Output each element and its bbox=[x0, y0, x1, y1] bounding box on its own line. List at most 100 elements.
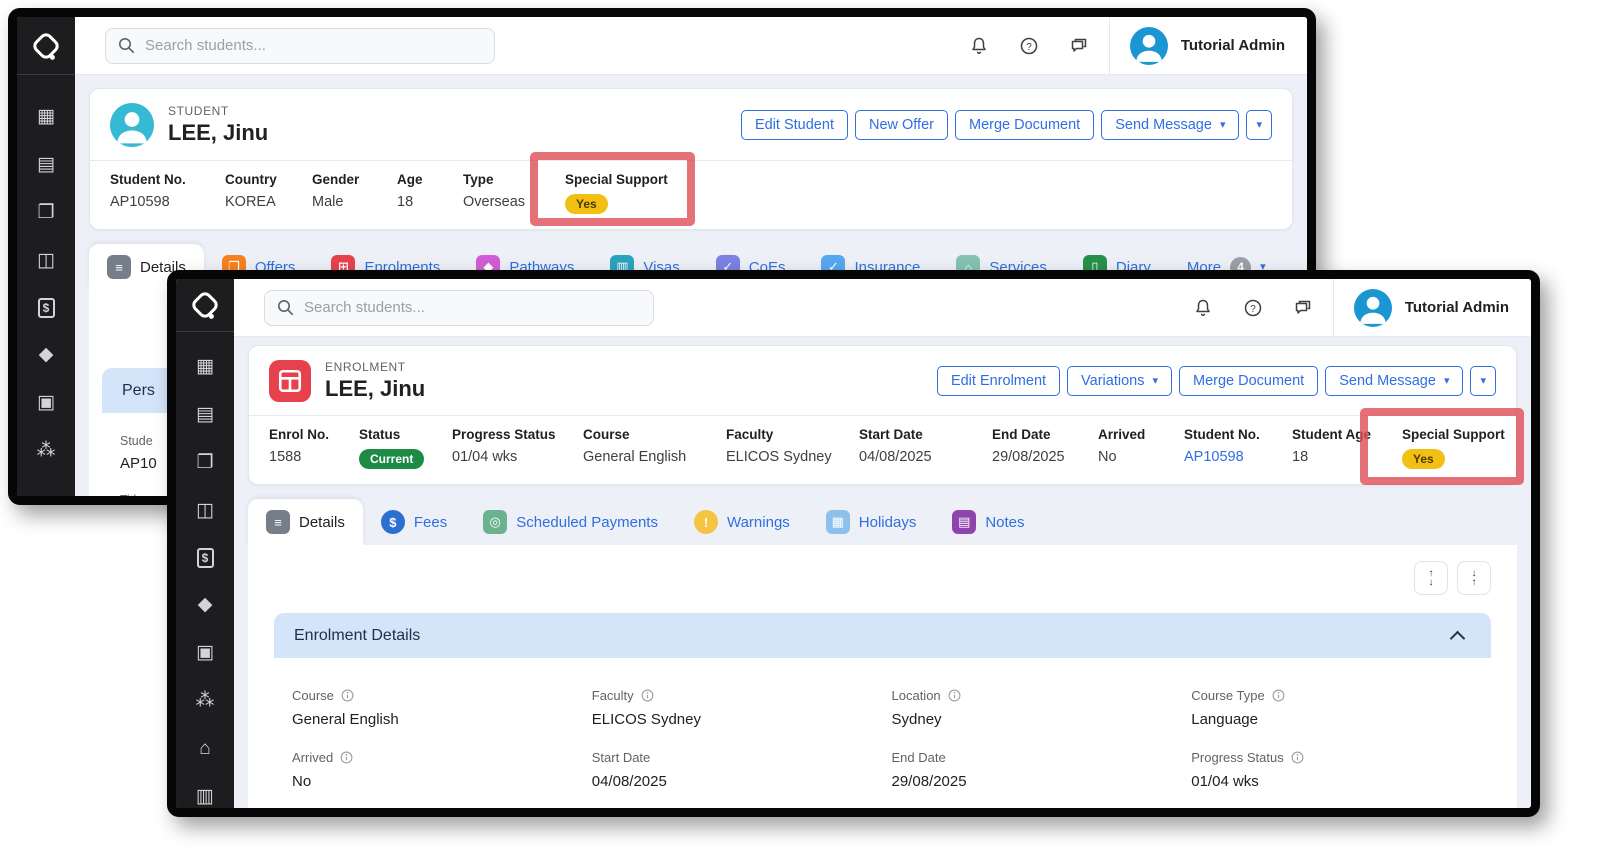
student-topbar: ? Tutorial Admin bbox=[75, 17, 1307, 75]
edit-enrolment-button[interactable]: Edit Enrolment bbox=[936, 366, 1061, 396]
divider bbox=[1108, 17, 1110, 75]
search-input[interactable] bbox=[145, 37, 482, 54]
app-logo[interactable] bbox=[176, 279, 234, 332]
caret-down-icon: ▾ bbox=[1152, 375, 1158, 387]
info-icon[interactable] bbox=[340, 751, 353, 764]
caret-down-icon: ▾ bbox=[1256, 119, 1262, 131]
send-message-button[interactable]: Send Message ▾ bbox=[1325, 366, 1464, 396]
enrolments-icon[interactable]: ◫ bbox=[37, 250, 55, 271]
caret-down-icon: ▾ bbox=[1443, 375, 1450, 387]
offers-icon[interactable]: ❐ bbox=[196, 452, 214, 473]
student-avatar bbox=[110, 103, 154, 147]
detail-progress-status: Progress Status 01/04 wks bbox=[1191, 750, 1491, 790]
field-student-age: Student Age 18 bbox=[1292, 427, 1371, 465]
student-name: LEE, Jinu bbox=[168, 120, 269, 145]
enrolment-details-header[interactable]: Enrolment Details bbox=[274, 613, 1491, 658]
services-icon[interactable]: ▣ bbox=[196, 642, 214, 663]
merge-document-button[interactable]: Merge Document bbox=[954, 110, 1095, 140]
fees-icon[interactable]: $ bbox=[196, 548, 214, 568]
field-age: Age 18 bbox=[397, 172, 423, 210]
user-menu[interactable]: Tutorial Admin bbox=[1129, 26, 1285, 65]
enrolment-tab-content: ↑ ↓ ↓ ↑ Enrolment Details Course General E… bbox=[248, 545, 1517, 808]
search-box[interactable] bbox=[105, 27, 495, 64]
app-logo[interactable] bbox=[17, 17, 75, 75]
field-end-date: End Date 29/08/2025 bbox=[992, 427, 1065, 465]
student-no-link[interactable]: AP10598 bbox=[1184, 449, 1244, 465]
tab-fees[interactable]: $ Fees bbox=[363, 499, 465, 545]
student-sidebar: ▦ ▤ ❐ ◫ $ ◆ ▣ ⁂ bbox=[17, 17, 75, 496]
reports-icon[interactable]: ▥ bbox=[196, 786, 214, 807]
fees-icon[interactable]: $ bbox=[37, 298, 55, 318]
enrolment-tabs: ≡ Details $ Fees ◎ Scheduled Payments ! Warn… bbox=[248, 499, 1517, 545]
warnings-tab-icon: ! bbox=[693, 510, 718, 534]
agents-icon[interactable]: ⁂ bbox=[36, 440, 56, 461]
field-special-support: Special Support Yes bbox=[565, 172, 668, 214]
caret-down-icon: ▾ bbox=[1480, 375, 1486, 387]
tab-holidays[interactable]: ▦ Holidays bbox=[808, 499, 935, 545]
facilities-icon[interactable]: ⌂ bbox=[199, 738, 211, 759]
search-icon bbox=[278, 300, 294, 316]
partial-field-label-2: Title bbox=[120, 493, 144, 505]
field-gender: Gender Male bbox=[312, 172, 360, 210]
scheduled-payments-tab-icon: ◎ bbox=[483, 510, 508, 534]
notifications-icon[interactable] bbox=[969, 36, 989, 56]
user-name: Tutorial Admin bbox=[1180, 37, 1285, 54]
field-start-date: Start Date 04/08/2025 bbox=[859, 427, 932, 465]
agents-icon[interactable]: ⁂ bbox=[195, 690, 215, 711]
help-icon[interactable]: ? bbox=[1243, 298, 1263, 318]
chat-icon[interactable] bbox=[1293, 298, 1313, 318]
search-box[interactable] bbox=[264, 289, 654, 326]
services-icon[interactable]: ▣ bbox=[37, 392, 55, 413]
field-student-no: Student No. AP10598 bbox=[110, 172, 186, 210]
help-icon[interactable]: ? bbox=[1019, 36, 1039, 56]
info-icon[interactable] bbox=[948, 689, 961, 702]
field-faculty: Faculty ELICOS Sydney bbox=[726, 427, 832, 465]
chevron-up-icon bbox=[1449, 630, 1466, 647]
expand-all-button[interactable]: ↑ ↓ bbox=[1414, 561, 1448, 595]
variations-button[interactable]: Variations ▾ bbox=[1067, 366, 1172, 396]
info-icon[interactable] bbox=[341, 689, 354, 702]
field-enrol-no: Enrol No. 1588 bbox=[269, 427, 329, 465]
notifications-icon[interactable] bbox=[1193, 298, 1213, 318]
chat-icon[interactable] bbox=[1069, 36, 1089, 56]
enrolments-icon[interactable]: ◫ bbox=[196, 500, 214, 521]
details-tab-icon: ≡ bbox=[266, 510, 290, 534]
edit-student-button[interactable]: Edit Student bbox=[740, 110, 848, 140]
collapse-all-button[interactable]: ↓ ↑ bbox=[1457, 561, 1491, 595]
pathways-icon[interactable]: ◆ bbox=[38, 344, 54, 365]
field-special-support: Special Support Yes bbox=[1402, 427, 1505, 469]
send-message-button[interactable]: Send Message ▾ bbox=[1101, 110, 1240, 140]
detail-course: Course General English bbox=[292, 688, 399, 728]
tab-scheduled-payments[interactable]: ◎ Scheduled Payments bbox=[465, 499, 676, 545]
holidays-tab-icon: ▦ bbox=[825, 510, 850, 534]
info-icon[interactable] bbox=[641, 689, 654, 702]
info-icon[interactable] bbox=[1272, 689, 1285, 702]
special-support-badge: Yes bbox=[565, 194, 608, 214]
status-badge: Current bbox=[359, 449, 425, 469]
divider bbox=[249, 415, 1516, 416]
offers-icon[interactable]: ❐ bbox=[37, 202, 55, 223]
tab-warnings[interactable]: ! Warnings bbox=[676, 499, 808, 545]
students-icon[interactable]: ▤ bbox=[37, 154, 55, 175]
dashboard-icon[interactable]: ▦ bbox=[37, 106, 55, 127]
pathways-icon[interactable]: ◆ bbox=[197, 594, 213, 615]
more-actions-button[interactable]: ▾ bbox=[1246, 110, 1272, 140]
dashboard-icon[interactable]: ▦ bbox=[196, 356, 214, 377]
user-avatar bbox=[1129, 26, 1168, 65]
more-actions-button[interactable]: ▾ bbox=[1470, 366, 1496, 396]
students-icon[interactable]: ▤ bbox=[196, 404, 214, 425]
detail-course-type: Course Type Language bbox=[1191, 688, 1491, 728]
fees-tab-icon: $ bbox=[380, 510, 405, 534]
merge-document-button[interactable]: Merge Document bbox=[1178, 366, 1319, 396]
tab-details[interactable]: ≡ Details bbox=[248, 499, 363, 545]
field-country: Country KOREA bbox=[225, 172, 277, 210]
new-offer-button[interactable]: New Offer bbox=[854, 110, 948, 140]
svg-text:?: ? bbox=[1026, 41, 1032, 52]
search-input[interactable] bbox=[304, 299, 641, 316]
tab-notes[interactable]: ▤ Notes bbox=[934, 499, 1042, 545]
info-icon[interactable] bbox=[1291, 751, 1304, 764]
user-menu[interactable]: Tutorial Admin bbox=[1353, 288, 1509, 327]
divider bbox=[1332, 279, 1334, 337]
field-student-no: Student No. AP10598 bbox=[1184, 427, 1260, 465]
caret-down-icon: ▾ bbox=[1219, 119, 1226, 131]
